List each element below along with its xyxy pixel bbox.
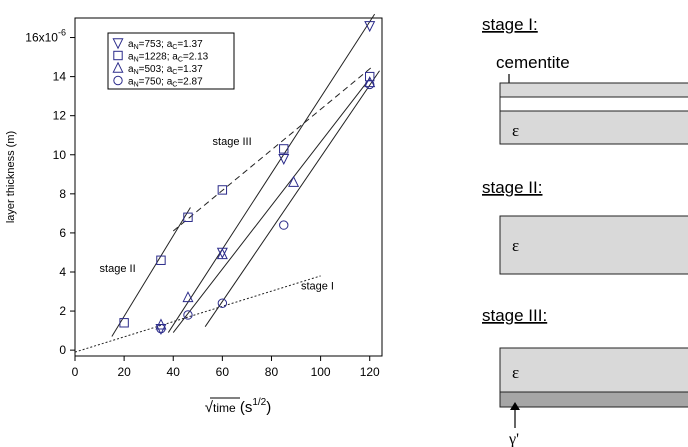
- stage1-gap: [499, 96, 688, 112]
- legend-entry: aN=750; aC=2.87: [128, 77, 203, 89]
- gamma-arrowhead: [510, 402, 520, 410]
- data-point-square: [279, 144, 289, 154]
- data-point-triangle-up: [216, 248, 228, 260]
- data-point-triangle-down: [278, 153, 290, 165]
- data-point-triangle-up: [288, 175, 300, 187]
- y-tick-label-top: 16x10-6: [25, 28, 66, 45]
- thickness-chart: 0 20 40 60 80 100 120 0 2 4 6 8 10 12 14 16x10-6 layer t…: [5, 13, 383, 416]
- y-tick-label: 8: [59, 187, 66, 201]
- x-tick-label: 80: [265, 365, 279, 379]
- legend-entry: aN=503; aC=1.37: [128, 64, 203, 76]
- data-point-circle: [365, 79, 375, 90]
- data-point-triangle-up: [182, 291, 194, 303]
- x-axis-label: √time (s1/2): [205, 397, 271, 416]
- x-tick-label: 20: [117, 365, 131, 379]
- y-tick-label: 14: [53, 70, 67, 84]
- fit-line-dotted: [74, 275, 321, 353]
- stage2-epsilon-label: ε: [512, 236, 519, 255]
- legend-entry: aN=1228; aC=2.13: [128, 52, 209, 64]
- legend-marker-triangle-up: [112, 61, 124, 73]
- fit-line-dashed: [172, 66, 373, 232]
- gamma-label: γ': [508, 431, 519, 447]
- y-tick-label: 12: [53, 109, 67, 123]
- data-point-square: [156, 255, 166, 265]
- data-point-triangle-up: [155, 318, 167, 330]
- legend-marker-square: [113, 50, 123, 61]
- stage1-title: stage I:: [482, 15, 538, 34]
- data-point-circle: [156, 323, 166, 334]
- fit-line-solid: [167, 13, 376, 333]
- annotation-label: stage II: [100, 263, 136, 275]
- legend-entry: aN=753; aC=1.37: [128, 39, 203, 51]
- legend-marker-circle: [113, 75, 123, 86]
- y-tick-label: 0: [59, 343, 66, 357]
- y-tick-label: 4: [59, 265, 66, 279]
- fit-line-solid: [172, 78, 371, 333]
- stage1-cementite-layer: [499, 82, 688, 98]
- stage3-gamma-layer: [499, 391, 688, 408]
- stage3-title: stage III:: [482, 306, 547, 325]
- x-tick-label: 40: [167, 365, 181, 379]
- x-tick-label: 60: [216, 365, 230, 379]
- stage2-title: stage II:: [482, 178, 542, 197]
- stage1-epsilon-label: ε: [512, 121, 519, 140]
- plot-frame: [74, 17, 383, 357]
- x-tick-label: 120: [360, 365, 380, 379]
- x-tick-label: 100: [311, 365, 331, 379]
- y-tick-label: 2: [59, 304, 66, 318]
- fit-line-solid: [204, 70, 380, 327]
- legend-box: [107, 32, 235, 90]
- data-point-square: [217, 185, 228, 195]
- data-point-circle: [279, 220, 289, 230]
- x-tick-label: 0: [72, 365, 79, 379]
- data-point-square: [119, 318, 129, 328]
- data-point-circle: [217, 298, 228, 308]
- legend-marker-triangle-down: [112, 38, 124, 50]
- y-tick-label: 10: [53, 148, 67, 162]
- stage3-epsilon-label: ε: [512, 363, 519, 382]
- stage-schematic: stage I: cementite ε stage II: ε stage I…: [482, 15, 688, 447]
- y-axis-label: layer thickness (m): [5, 131, 17, 223]
- stage2-epsilon-layer: [499, 215, 688, 275]
- y-tick-label: 6: [59, 226, 66, 240]
- annotation-label: stage I: [301, 281, 334, 293]
- data-point-triangle-down: [364, 21, 376, 33]
- stage1-epsilon-layer: [499, 110, 688, 145]
- fit-line-solid: [111, 207, 191, 337]
- data-point-square: [365, 71, 375, 82]
- annotation-label: stage III: [213, 136, 252, 148]
- data-point-square: [183, 212, 193, 222]
- cementite-label: cementite: [496, 53, 570, 72]
- stage3-epsilon-layer: [499, 347, 688, 393]
- data-point-circle: [183, 310, 193, 320]
- data-point-triangle-up: [364, 76, 376, 88]
